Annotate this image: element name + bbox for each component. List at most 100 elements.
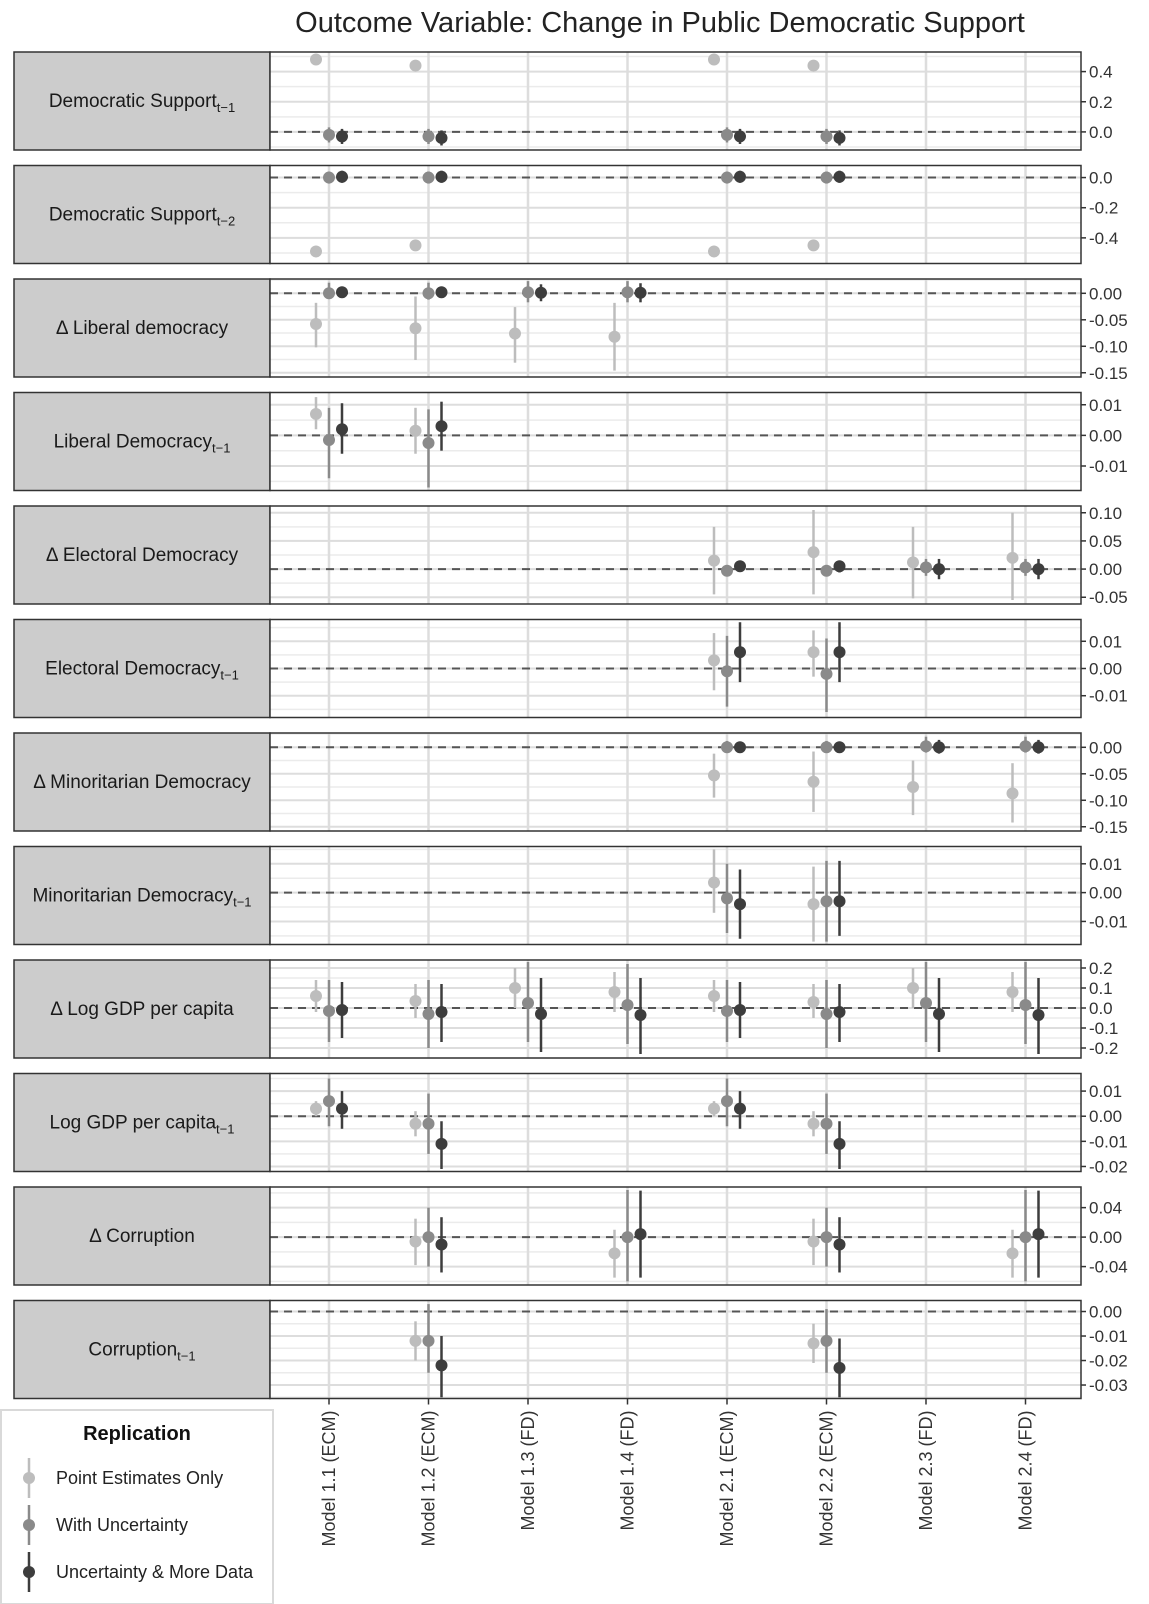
facet-panel: Electoral Democracyt−1 0.01 0.00 -0.01 (13, 618, 1128, 719)
point-estimate (435, 1238, 448, 1251)
point-estimate (734, 170, 746, 183)
point-estimate (409, 239, 422, 252)
point-estimate (409, 1334, 422, 1347)
legend-label: Point Estimates Only (56, 1468, 223, 1488)
panel-border (269, 1186, 1082, 1286)
facet-label: Liberal Democracyt−1 (54, 432, 231, 456)
y-tick-label: -0.2 (1089, 1039, 1118, 1058)
point-estimate (833, 131, 846, 144)
facet-panel: Minoritarian Democracyt−1 0.01 0.00 -0.01 (13, 845, 1128, 946)
point-estimate (820, 1334, 833, 1347)
point-estimate (310, 990, 322, 1002)
point-estimate (820, 564, 833, 577)
point-estimate (323, 287, 335, 300)
facet-label-text: Minoritarian Democracy (32, 886, 233, 907)
point-estimate (833, 646, 846, 659)
point-estimate (833, 895, 846, 908)
point-estimate (409, 995, 422, 1007)
y-tick-label: -0.01 (1089, 687, 1128, 706)
legend-box (0, 1409, 274, 1604)
facet-label-text: Δ Electoral Democracy (46, 545, 239, 566)
point-estimate (336, 170, 348, 183)
point-estimate (422, 130, 435, 143)
point-estimate (807, 546, 820, 559)
point-estimate (933, 1008, 945, 1020)
point-estimate (833, 1006, 846, 1018)
x-tick-label: Model 2.1 (ECM) (717, 1411, 737, 1547)
point-estimate (820, 1008, 833, 1020)
point-estimate (721, 892, 733, 905)
point-estimate (422, 1117, 435, 1130)
facet-strip (13, 505, 271, 605)
facet-label-text: Electoral Democracy (45, 659, 221, 680)
x-tick-label: Model 1.3 (FD) (518, 1411, 538, 1531)
facet-label-subscript: t−1 (217, 100, 235, 115)
y-tick-label: -0.15 (1089, 364, 1128, 383)
facet-panel: Δ Minoritarian Democracy 0.00 -0.05 -0.10 -0… (13, 732, 1128, 837)
point-estimate (833, 1238, 846, 1251)
panel-background (270, 1187, 1081, 1285)
point-estimate (310, 318, 322, 331)
point-estimate (920, 740, 932, 753)
facet-label: Δ Electoral Democracy (46, 545, 239, 566)
facet-strip (13, 164, 271, 265)
point-estimate (1006, 986, 1019, 998)
y-tick-label: 0.4 (1089, 63, 1113, 82)
panel-background (270, 846, 1081, 945)
facet-panel: Δ Corruption 0.04 0.00 -0.04 (13, 1186, 1128, 1286)
point-estimate (1019, 999, 1032, 1011)
panel-border (269, 505, 1082, 605)
point-estimate (422, 1008, 435, 1020)
point-estimate (1032, 1228, 1045, 1241)
point-estimate (1019, 561, 1032, 574)
facet-panel: Δ Log GDP per capita 0.20.10.0-0.1-0.2 (13, 959, 1118, 1059)
facet-strip (13, 51, 271, 151)
point-estimate (422, 437, 435, 450)
facet-panel: Democratic Supportt−2 0.0 -0.2 -0.4 (13, 164, 1118, 265)
panel-border (269, 959, 1082, 1059)
facet-label-text: Log GDP per capita (50, 1113, 217, 1134)
panel-background (270, 1073, 1081, 1172)
y-tick-label: 0.01 (1089, 396, 1122, 415)
point-estimate (409, 322, 422, 335)
y-tick-label: 0.00 (1089, 1303, 1122, 1322)
point-estimate (1032, 1009, 1045, 1021)
y-tick-label: 0.0 (1089, 999, 1113, 1018)
point-estimate (1019, 740, 1032, 753)
point-estimate (820, 130, 833, 143)
point-estimate (907, 982, 919, 994)
point-estimate (734, 646, 746, 659)
y-tick-label: 0.01 (1089, 855, 1122, 874)
facet-label: Δ Corruption (89, 1226, 195, 1247)
point-estimate (435, 1137, 448, 1150)
facet-label-subscript: t−1 (220, 668, 238, 683)
point-estimate (820, 741, 833, 754)
y-tick-label: -0.04 (1089, 1258, 1128, 1277)
y-tick-label: -0.10 (1089, 337, 1128, 356)
facet-label-text: Δ Log GDP per capita (50, 999, 234, 1020)
point-estimate (708, 245, 720, 258)
x-tick-label: Model 2.4 (FD) (1016, 1411, 1036, 1531)
facet-label-subscript: t−1 (216, 1122, 234, 1137)
y-tick-label: -0.10 (1089, 791, 1128, 810)
point-estimate (907, 556, 919, 569)
y-tick-label: -0.05 (1089, 765, 1128, 784)
point-estimate (734, 1102, 746, 1115)
y-tick-label: 0.00 (1089, 284, 1122, 303)
point-estimate (721, 1095, 733, 1108)
facet-label: Δ Minoritarian Democracy (33, 772, 251, 793)
y-tick-label: -0.02 (1089, 1352, 1128, 1371)
point-estimate (807, 775, 820, 788)
y-tick-label: 0.00 (1089, 426, 1122, 445)
point-estimate (634, 286, 647, 299)
panel-border (269, 164, 1082, 265)
point-estimate (833, 741, 846, 754)
legend-key-dot (23, 1519, 35, 1531)
panel-background (270, 392, 1081, 491)
point-estimate (721, 128, 733, 141)
point-estimate (323, 128, 335, 141)
y-tick-label: 0.00 (1089, 1107, 1122, 1126)
y-tick-label: 0.04 (1089, 1199, 1122, 1218)
legend-label: Uncertainty & More Data (56, 1562, 254, 1582)
